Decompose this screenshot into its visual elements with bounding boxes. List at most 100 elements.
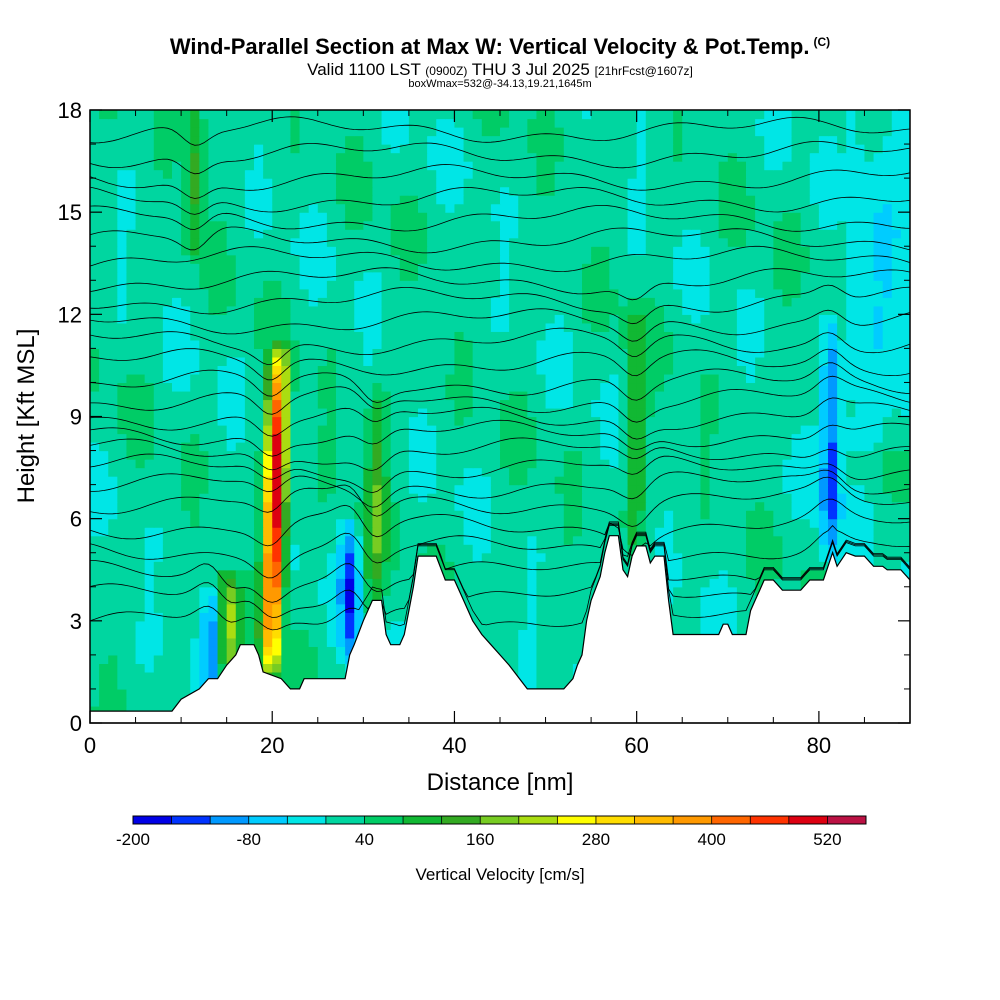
field-cell bbox=[272, 339, 282, 349]
field-cell bbox=[837, 356, 847, 367]
field-cell bbox=[272, 595, 282, 605]
field-cell bbox=[873, 510, 884, 520]
field-cell bbox=[126, 484, 137, 494]
field-cell bbox=[190, 595, 200, 605]
field-cell bbox=[254, 459, 264, 469]
field-cell bbox=[326, 654, 337, 664]
field-cell bbox=[399, 442, 410, 452]
field-cell bbox=[408, 442, 419, 452]
field-cell bbox=[135, 271, 146, 281]
field-cell bbox=[900, 339, 910, 349]
field-cell bbox=[244, 246, 255, 256]
field-cell bbox=[126, 407, 137, 418]
field-cell bbox=[390, 637, 401, 647]
field-cell bbox=[828, 288, 838, 298]
field-cell bbox=[299, 595, 310, 605]
field-cell bbox=[536, 348, 547, 358]
field-cell bbox=[490, 399, 501, 409]
field-cell bbox=[99, 595, 109, 605]
field-cell bbox=[108, 518, 118, 528]
field-cell bbox=[226, 254, 237, 264]
field-cell bbox=[673, 578, 683, 588]
field-cell bbox=[764, 569, 774, 579]
field-cell bbox=[527, 680, 538, 690]
field-cell bbox=[700, 620, 711, 630]
field-cell bbox=[727, 476, 738, 486]
field-cell bbox=[108, 544, 118, 554]
field-cell bbox=[217, 314, 228, 324]
field-cell bbox=[126, 322, 137, 332]
field-cell bbox=[135, 280, 146, 290]
field-cell bbox=[217, 416, 228, 426]
field-cell bbox=[381, 399, 392, 409]
field-cell bbox=[144, 314, 155, 324]
field-cell bbox=[408, 263, 419, 273]
field-cell bbox=[736, 459, 747, 469]
field-cell bbox=[390, 603, 401, 613]
field-cell bbox=[627, 476, 638, 486]
field-cell bbox=[135, 535, 146, 545]
field-cell bbox=[636, 518, 647, 528]
field-cell bbox=[436, 561, 446, 571]
field-cell bbox=[463, 305, 474, 315]
field-cell bbox=[518, 663, 528, 673]
field-cell bbox=[418, 271, 428, 281]
field-cell bbox=[736, 561, 747, 571]
field-cell bbox=[782, 399, 793, 409]
field-cell bbox=[299, 663, 310, 673]
field-cell bbox=[500, 569, 510, 579]
field-cell bbox=[864, 263, 875, 273]
field-cell bbox=[691, 305, 702, 315]
field-cell bbox=[818, 450, 829, 460]
field-cell bbox=[536, 254, 547, 264]
field-cell bbox=[272, 271, 282, 281]
field-cell bbox=[90, 629, 100, 639]
field-cell bbox=[117, 654, 128, 664]
field-cell bbox=[490, 629, 501, 639]
field-cell bbox=[108, 561, 118, 571]
field-cell bbox=[636, 484, 647, 494]
field-cell bbox=[363, 442, 374, 452]
field-cell bbox=[527, 365, 538, 375]
field-cell bbox=[664, 348, 674, 358]
field-cell bbox=[418, 484, 428, 494]
field-cell bbox=[390, 390, 401, 401]
field-cell bbox=[673, 484, 683, 494]
field-cell bbox=[272, 569, 282, 579]
field-cell bbox=[336, 339, 346, 349]
field-cell bbox=[527, 484, 538, 494]
field-cell bbox=[736, 535, 747, 545]
field-cell bbox=[172, 586, 182, 596]
field-cell bbox=[254, 637, 264, 647]
field-cell bbox=[736, 348, 747, 358]
field-cell bbox=[408, 297, 419, 307]
field-cell bbox=[272, 263, 282, 273]
field-cell bbox=[390, 365, 401, 375]
field-cell bbox=[290, 271, 301, 281]
field-cell bbox=[172, 263, 182, 273]
field-cell bbox=[290, 552, 301, 562]
field-cell bbox=[727, 288, 738, 298]
field-cell bbox=[144, 442, 155, 452]
field-cell bbox=[481, 382, 492, 392]
field-cell bbox=[582, 484, 592, 494]
field-cell bbox=[691, 484, 702, 494]
field-cell bbox=[244, 254, 255, 264]
field-cell bbox=[855, 510, 866, 520]
field-cell bbox=[472, 620, 483, 630]
field-cell bbox=[664, 254, 674, 264]
field-cell bbox=[436, 535, 446, 545]
field-cell bbox=[427, 493, 437, 503]
field-cell bbox=[636, 297, 647, 307]
field-cell bbox=[345, 578, 355, 588]
field-cell bbox=[436, 476, 446, 486]
field-cell bbox=[654, 271, 665, 281]
field-cell bbox=[99, 544, 109, 554]
field-cell bbox=[509, 646, 519, 656]
field-cell bbox=[162, 365, 173, 375]
field-cell bbox=[873, 544, 884, 554]
field-cell bbox=[764, 297, 774, 307]
field-cell bbox=[427, 399, 437, 409]
field-cell bbox=[90, 680, 100, 690]
field-cell bbox=[208, 246, 219, 256]
